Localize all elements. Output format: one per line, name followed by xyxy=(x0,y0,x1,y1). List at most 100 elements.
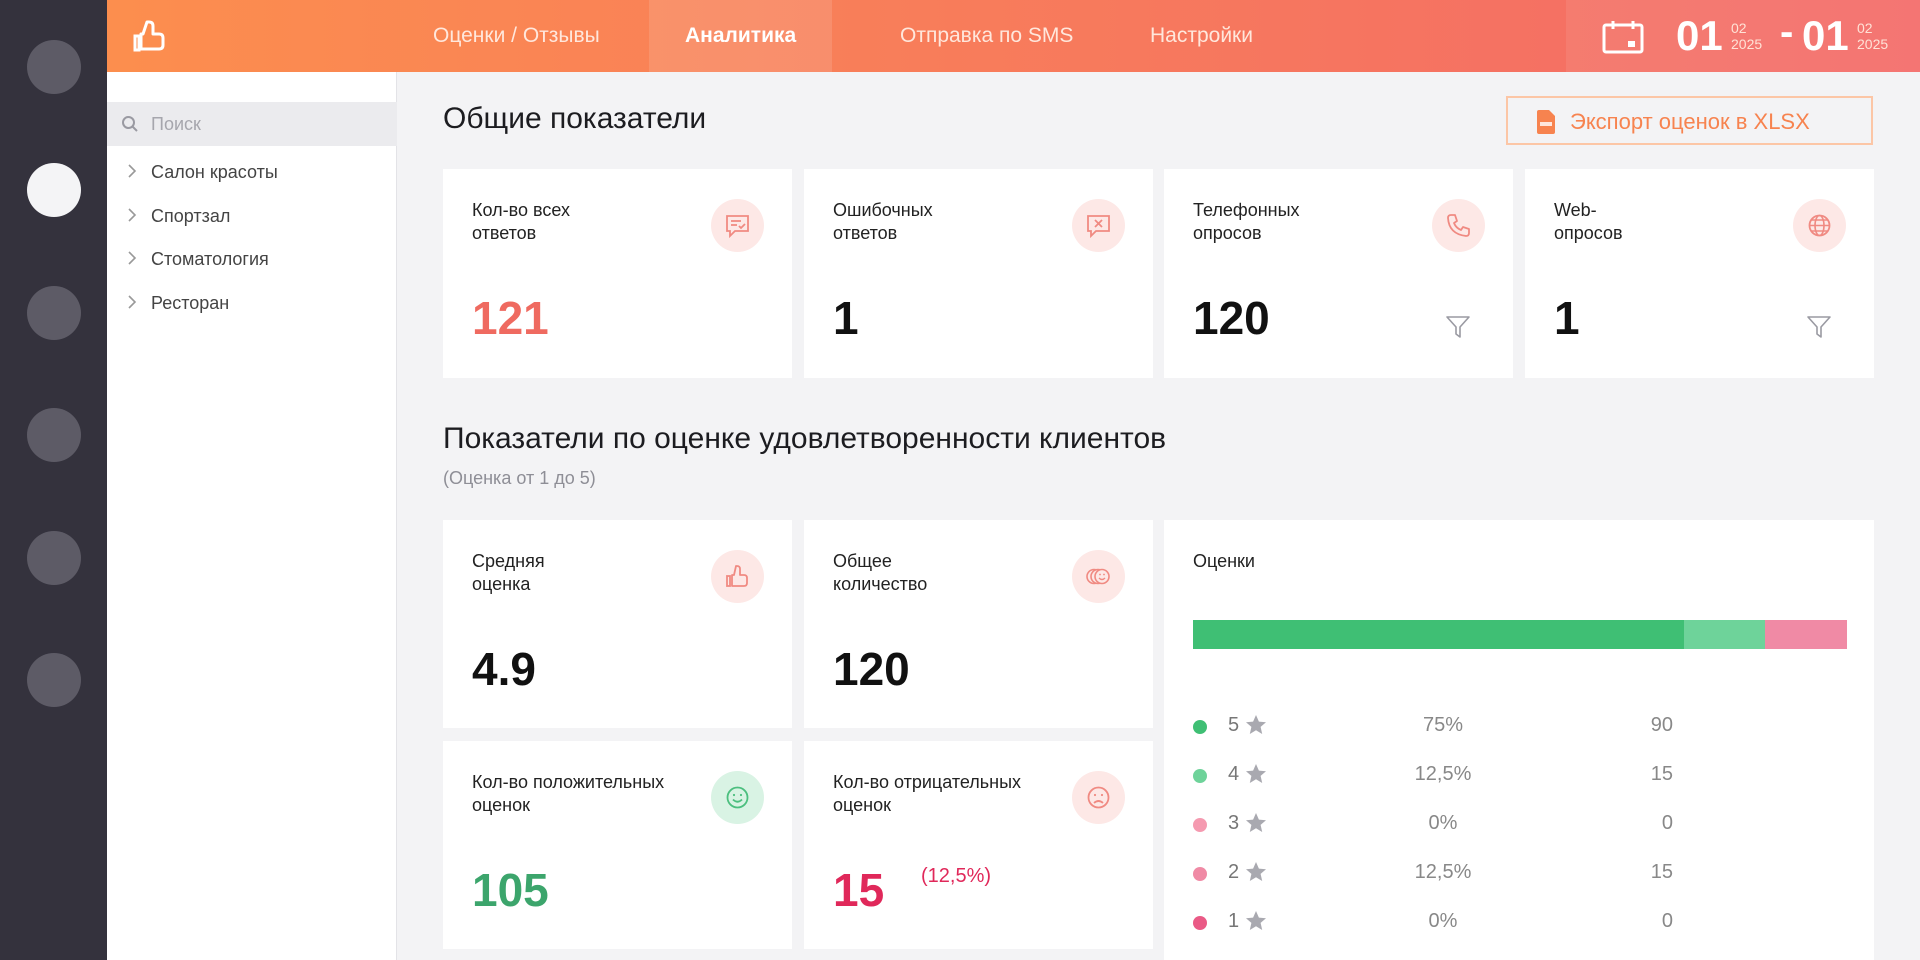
date-to-month-year: 02 2025 xyxy=(1857,20,1889,52)
ratings-title: Оценки xyxy=(1193,551,1255,571)
card-value: 1 xyxy=(1554,292,1580,344)
legend-bullet xyxy=(1193,916,1207,930)
search-input[interactable] xyxy=(151,102,381,146)
nav-sms[interactable]: Отправка по SMS xyxy=(900,24,1074,47)
card-value: 105 xyxy=(472,864,549,916)
ratings-stacked-bar xyxy=(1193,620,1847,649)
card-all-answers: Кол-во всех ответов 121 xyxy=(443,169,792,378)
rating-count: 15 xyxy=(1650,861,1673,883)
card-title: Web- опросов xyxy=(1554,200,1623,243)
search-box xyxy=(107,102,397,146)
chat-x-icon xyxy=(1072,199,1125,252)
card-value: 121 xyxy=(472,292,549,344)
star-icon xyxy=(1246,813,1266,832)
legend-bullet xyxy=(1193,769,1207,783)
calendar-icon xyxy=(1602,21,1644,54)
sidebar-item-gym[interactable]: Спортзал xyxy=(107,196,397,236)
rating-percent: 12,5% xyxy=(1414,861,1472,883)
card-value: 1 xyxy=(833,292,859,344)
sidebar-item-label: Стоматология xyxy=(151,249,269,269)
nav-settings[interactable]: Настройки xyxy=(1150,24,1253,47)
sidebar-item-restaurant[interactable]: Ресторан xyxy=(107,283,397,323)
rating-percent: 12,5% xyxy=(1414,763,1472,785)
sidebar-item-label: Ресторан xyxy=(151,293,230,313)
chevron-right-icon xyxy=(128,295,137,309)
sidebar-item-label: Спортзал xyxy=(151,206,231,226)
overview-title: Общие показатели xyxy=(443,102,707,135)
search-icon xyxy=(122,116,138,132)
chevron-right-icon xyxy=(128,208,137,222)
filter-icon[interactable] xyxy=(1806,314,1832,340)
card-positive-count: Кол-во положительных оценок 105 xyxy=(443,741,792,949)
rating-stars-value: 1 xyxy=(1228,910,1240,932)
rail-app-icon[interactable] xyxy=(27,408,81,462)
satisfaction-subtitle: (Оценка от 1 до 5) xyxy=(443,468,596,488)
legend-bullet xyxy=(1193,867,1207,881)
rating-stars-value: 2 xyxy=(1228,861,1240,883)
nav-reviews[interactable]: Оценки / Отзывы xyxy=(433,24,600,47)
date-from-month-year: 02 2025 xyxy=(1731,20,1763,52)
ratings-panel: Оценки 5 75% 90 4 12,5% 15 3 0% 0 2 12,5% 15 1 0% 0 xyxy=(1164,520,1874,960)
card-title: Ошибочных ответов xyxy=(833,200,933,243)
card-negative-count: Кол-во отрицательных оценок 15 (12,5%) xyxy=(804,741,1153,949)
smile-icon xyxy=(711,771,764,824)
nav-analytics[interactable]: Аналитика xyxy=(649,0,833,72)
export-xlsx-button[interactable]: Экспорт оценок в XLSX xyxy=(1506,96,1873,145)
card-value: 120 xyxy=(1193,292,1270,344)
date-to-day: 01 xyxy=(1802,12,1849,59)
rating-row-2: 2 12,5% 15 xyxy=(1193,858,1713,888)
card-title: Телефонных опросов xyxy=(1193,200,1300,243)
rating-count: 15 xyxy=(1650,763,1673,785)
card-value: 120 xyxy=(833,643,910,695)
rating-row-3: 3 0% 0 xyxy=(1193,809,1713,839)
star-icon xyxy=(1246,715,1266,734)
thumbs-up-icon xyxy=(711,550,764,603)
sidebar-item-beauty-salon[interactable]: Салон красоты xyxy=(107,152,397,192)
sidebar-item-dentistry[interactable]: Стоматология xyxy=(107,239,397,279)
export-label: Экспорт оценок в XLSX xyxy=(1570,109,1810,134)
card-value: 15 xyxy=(833,864,885,916)
card-phone-surveys: Телефонных опросов 120 xyxy=(1164,169,1513,378)
sidebar-item-label: Салон красоты xyxy=(151,162,278,182)
app-rail xyxy=(0,0,107,960)
chevron-right-icon xyxy=(128,251,137,265)
legend-bullet xyxy=(1193,818,1207,832)
phone-icon xyxy=(1432,199,1485,252)
rating-percent: 0% xyxy=(1428,910,1458,932)
sidebar: Салон красоты Спортзал Стоматология Рест… xyxy=(107,72,397,960)
thumbs-up-logo-icon[interactable] xyxy=(129,16,169,56)
chat-check-icon xyxy=(711,199,764,252)
card-title: Кол-во положительных оценок xyxy=(472,772,665,815)
card-title: Кол-во всех ответов xyxy=(472,200,570,243)
rating-row-1: 1 0% 0 xyxy=(1193,907,1713,937)
chevron-right-icon xyxy=(128,164,137,178)
rail-app-icon[interactable] xyxy=(27,653,81,707)
rail-app-icon-active[interactable] xyxy=(27,163,81,217)
date-range-picker[interactable]: 01 02 2025 - 01 02 2025 xyxy=(1566,0,1920,72)
rating-row-4: 4 12,5% 15 xyxy=(1193,760,1713,790)
card-average-score: Средняя оценка 4.9 xyxy=(443,520,792,728)
card-title: Общее количество xyxy=(833,551,928,594)
rating-stars-value: 4 xyxy=(1228,763,1240,785)
faces-group-icon xyxy=(1072,550,1125,603)
xlsx-file-icon xyxy=(1537,110,1555,134)
top-bar: Оценки / Отзывы Аналитика Отправка по SM… xyxy=(107,0,1920,72)
rating-count: 0 xyxy=(1661,910,1673,932)
date-separator: - xyxy=(1780,10,1794,54)
globe-icon xyxy=(1793,199,1846,252)
legend-bullet xyxy=(1193,720,1207,734)
card-total-count: Общее количество 120 xyxy=(804,520,1153,728)
rail-app-icon[interactable] xyxy=(27,286,81,340)
rating-bar-segment-5 xyxy=(1193,620,1684,649)
rail-app-icon[interactable] xyxy=(27,531,81,585)
rail-app-icon[interactable] xyxy=(27,40,81,94)
rating-count: 0 xyxy=(1661,812,1673,834)
rating-percent: 75% xyxy=(1422,714,1464,736)
rating-percent: 0% xyxy=(1428,812,1458,834)
satisfaction-title: Показатели по оценке удовлетворенности к… xyxy=(443,422,1167,455)
negative-percent: (12,5%) xyxy=(921,865,992,887)
filter-icon[interactable] xyxy=(1445,314,1471,340)
star-icon xyxy=(1246,911,1266,930)
rating-count: 90 xyxy=(1650,714,1673,736)
rating-stars-value: 3 xyxy=(1228,812,1240,834)
